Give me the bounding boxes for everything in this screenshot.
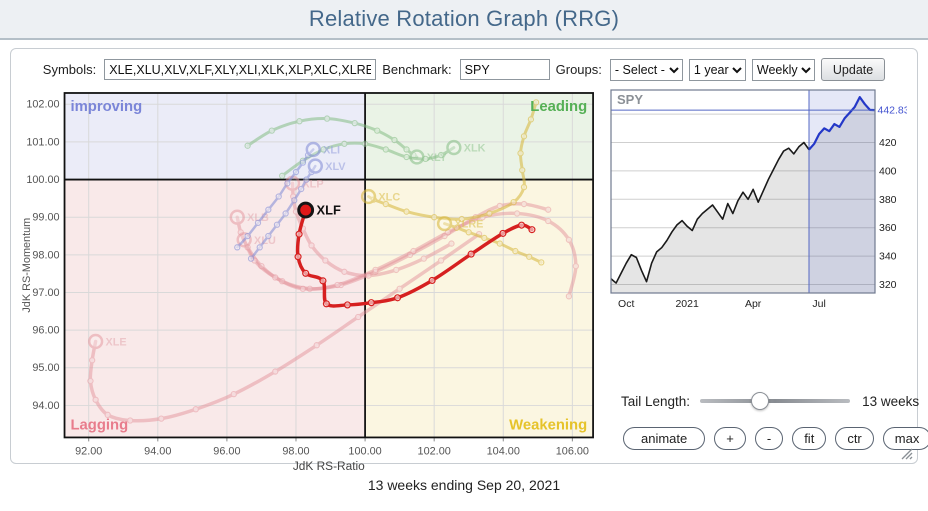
toolbar: Symbols: Benchmark: Groups: - Select - 1… [19,58,909,81]
center-button[interactable]: ctr [835,427,874,450]
groups-select[interactable]: - Select - [609,58,683,81]
svg-text:XLF: XLF [317,203,341,218]
resize-handle-icon[interactable] [900,447,913,460]
svg-text:420: 420 [879,137,897,149]
svg-text:98.00: 98.00 [282,445,309,457]
svg-text:Lagging: Lagging [70,418,128,434]
svg-text:104.00: 104.00 [487,445,520,457]
svg-text:99.00: 99.00 [32,212,59,224]
charts-content: 92.00 94.00 96.00 98.00 100.00 102.00 104.00 10… [19,87,928,485]
svg-text:380: 380 [879,194,897,206]
svg-text:94.00: 94.00 [32,400,59,412]
svg-text:XLI: XLI [323,144,340,156]
page-header: Relative Rotation Graph (RRG) [0,0,928,40]
max-button[interactable]: max [882,427,928,450]
svg-text:100.00: 100.00 [348,445,381,457]
spy-chart: 320 340 360 380 400 420 442.83 Oct 2021 Apr Jul SPY [610,89,908,310]
svg-text:98.00: 98.00 [32,249,59,261]
benchmark-input[interactable] [459,59,550,80]
svg-text:Apr: Apr [745,298,762,310]
right-column: 320 340 360 380 400 420 442.83 Oct 2021 Apr Jul SPY… [609,87,928,485]
svg-text:SPY: SPY [617,92,643,107]
svg-text:Leading: Leading [530,99,587,115]
tail-length-value: 13 weeks [862,393,920,409]
tail-length-row: Tail Length: 13 weeks [609,391,919,411]
symbols-label: Symbols: [42,62,97,77]
slider-track[interactable] [700,399,851,403]
svg-text:442.83: 442.83 [878,105,908,117]
svg-text:95.00: 95.00 [32,362,59,374]
zoom-out-button[interactable]: - [754,427,784,450]
svg-text:106.00: 106.00 [556,445,589,457]
svg-text:Weakening: Weakening [509,418,587,434]
rrg-chart[interactable]: 92.00 94.00 96.00 98.00 100.00 102.00 104.00 10… [19,87,601,485]
symbols-input[interactable] [104,59,377,80]
svg-text:2021: 2021 [675,298,699,310]
zoom-in-button[interactable]: + [714,427,746,450]
svg-text:96.00: 96.00 [32,325,59,337]
svg-text:XLRE: XLRE [454,219,483,231]
fit-button[interactable]: fit [792,427,827,450]
svg-text:XLC: XLC [378,191,400,203]
groups-label: Groups: [555,62,602,77]
svg-text:Oct: Oct [618,298,634,310]
tail-length-label: Tail Length: [621,393,691,409]
svg-text:102.00: 102.00 [26,99,59,111]
svg-text:JdK RS-Momentum: JdK RS-Momentum [21,218,33,313]
svg-text:360: 360 [879,222,897,234]
chart-buttons: animate + - fit ctr max [609,427,928,450]
svg-text:XLK: XLK [464,143,486,155]
slider-thumb[interactable] [751,392,770,410]
animate-button[interactable]: animate [623,427,706,450]
svg-text:improving: improving [70,99,142,115]
period-select[interactable]: 1 year [688,58,746,81]
interval-select[interactable]: Weekly [751,58,815,81]
svg-text:92.00: 92.00 [75,445,102,457]
rrg-panel: Symbols: Benchmark: Groups: - Select - 1… [10,48,928,473]
footer-status: 13 weeks ending Sep 20, 2021 [367,477,561,493]
svg-text:XLV: XLV [325,161,346,173]
svg-text:JdK RS-Ratio: JdK RS-Ratio [293,459,365,473]
svg-text:XLE: XLE [106,336,127,348]
svg-text:102.00: 102.00 [418,445,451,457]
page-title: Relative Rotation Graph (RRG) [308,6,620,31]
svg-text:100.00: 100.00 [26,174,59,186]
svg-text:96.00: 96.00 [213,445,240,457]
svg-text:400: 400 [879,165,897,177]
svg-text:340: 340 [879,251,897,263]
svg-text:97.00: 97.00 [32,287,59,299]
svg-text:Jul: Jul [812,298,825,310]
svg-text:101.00: 101.00 [26,136,59,148]
tail-length-slider[interactable] [700,391,851,411]
update-button[interactable]: Update [820,58,886,81]
svg-text:320: 320 [879,279,897,291]
svg-text:94.00: 94.00 [144,445,171,457]
benchmark-label: Benchmark: [382,62,452,77]
